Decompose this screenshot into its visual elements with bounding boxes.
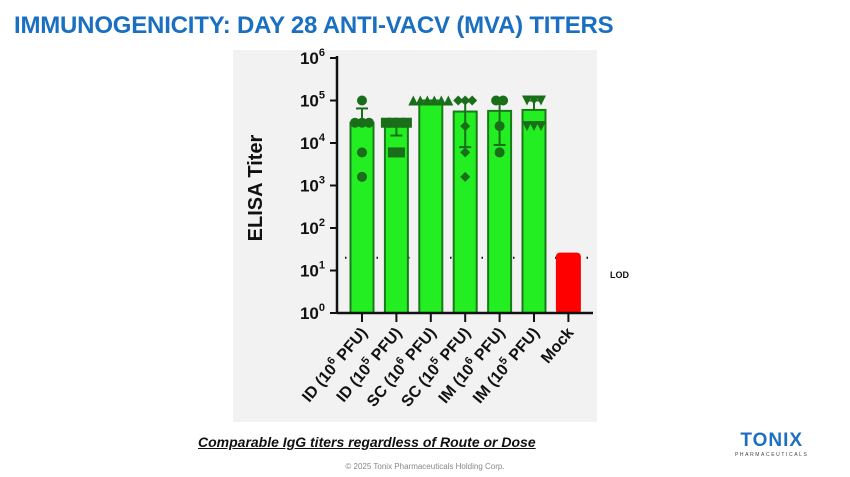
caption: Comparable IgG titers regardless of Rout… [198, 434, 536, 450]
tick-base: 10 [300, 92, 319, 111]
tick-exponent: 4 [319, 132, 326, 144]
tick-base: 10 [300, 219, 319, 238]
slide-title: IMMUNOGENICITY: DAY 28 ANTI-VACV (MVA) T… [14, 12, 614, 39]
data-point [429, 95, 440, 106]
data-point [357, 117, 367, 128]
bar [555, 252, 581, 315]
label-text: PFU) [503, 325, 543, 368]
bar [521, 108, 547, 314]
tick-exponent: 1 [319, 260, 325, 272]
copyright: © 2025 Tonix Pharmaceuticals Holding Cor… [345, 462, 505, 471]
data-point [394, 147, 405, 158]
data-point [453, 95, 464, 106]
data-point [387, 147, 398, 158]
data-point [494, 147, 505, 158]
data-point [415, 95, 426, 106]
lod-label: LOD [610, 270, 629, 280]
tick-exponent: 6 [319, 47, 325, 59]
tick-exponent: 5 [319, 90, 325, 102]
data-point [422, 95, 433, 106]
y-tick-label: 103 [300, 175, 325, 196]
y-tick-label: 104 [300, 132, 326, 153]
data-point [522, 121, 532, 132]
y-axis-label: ELISA Titer [245, 134, 267, 241]
x-tick-label: Mock [538, 325, 577, 367]
label-text: SC (10 [398, 361, 443, 410]
data-point [460, 121, 471, 132]
data-point [357, 147, 367, 158]
data-point [357, 95, 367, 106]
y-tick-label: 102 [300, 217, 325, 238]
data-point [460, 95, 471, 106]
y-tick-label: 100 [300, 302, 325, 323]
data-point [394, 117, 405, 128]
bar [418, 99, 444, 314]
data-point [380, 117, 391, 128]
data-point [387, 117, 398, 128]
data-point [364, 117, 374, 128]
label-text: Mock [538, 325, 577, 367]
data-point [436, 95, 447, 106]
tick-base: 10 [300, 177, 319, 196]
data-point [408, 95, 419, 106]
data-point [529, 95, 539, 106]
data-point [350, 117, 360, 128]
tick-base: 10 [300, 49, 319, 68]
data-point [443, 95, 454, 106]
data-point [522, 95, 532, 106]
y-tick-label: 105 [300, 90, 325, 111]
data-point [467, 95, 478, 106]
label-text: IM (10 [436, 361, 478, 407]
data-point [491, 95, 502, 106]
data-point [536, 121, 546, 132]
tonix-logo: TONIX PHARMACEUTICALS [735, 430, 808, 458]
data-point [401, 117, 412, 128]
logo-name: TONIX [740, 430, 804, 451]
data-point [494, 121, 505, 132]
label-text: IM (10 [470, 361, 512, 407]
data-point [536, 95, 546, 106]
data-point [460, 147, 471, 158]
data-point [357, 171, 367, 182]
logo-subtitle: PHARMACEUTICALS [735, 452, 809, 458]
label-text: ID (10 [299, 361, 340, 405]
tick-exponent: 3 [319, 175, 325, 187]
tick-base: 10 [300, 134, 319, 153]
tick-base: 10 [300, 262, 319, 281]
data-point [498, 95, 509, 106]
tick-exponent: 0 [319, 302, 325, 314]
y-tick-label: 106 [300, 47, 325, 68]
y-tick-label: 101 [300, 260, 325, 281]
tick-exponent: 2 [319, 217, 325, 229]
data-point [529, 121, 539, 132]
data-point [460, 171, 471, 182]
tick-base: 10 [300, 304, 319, 323]
